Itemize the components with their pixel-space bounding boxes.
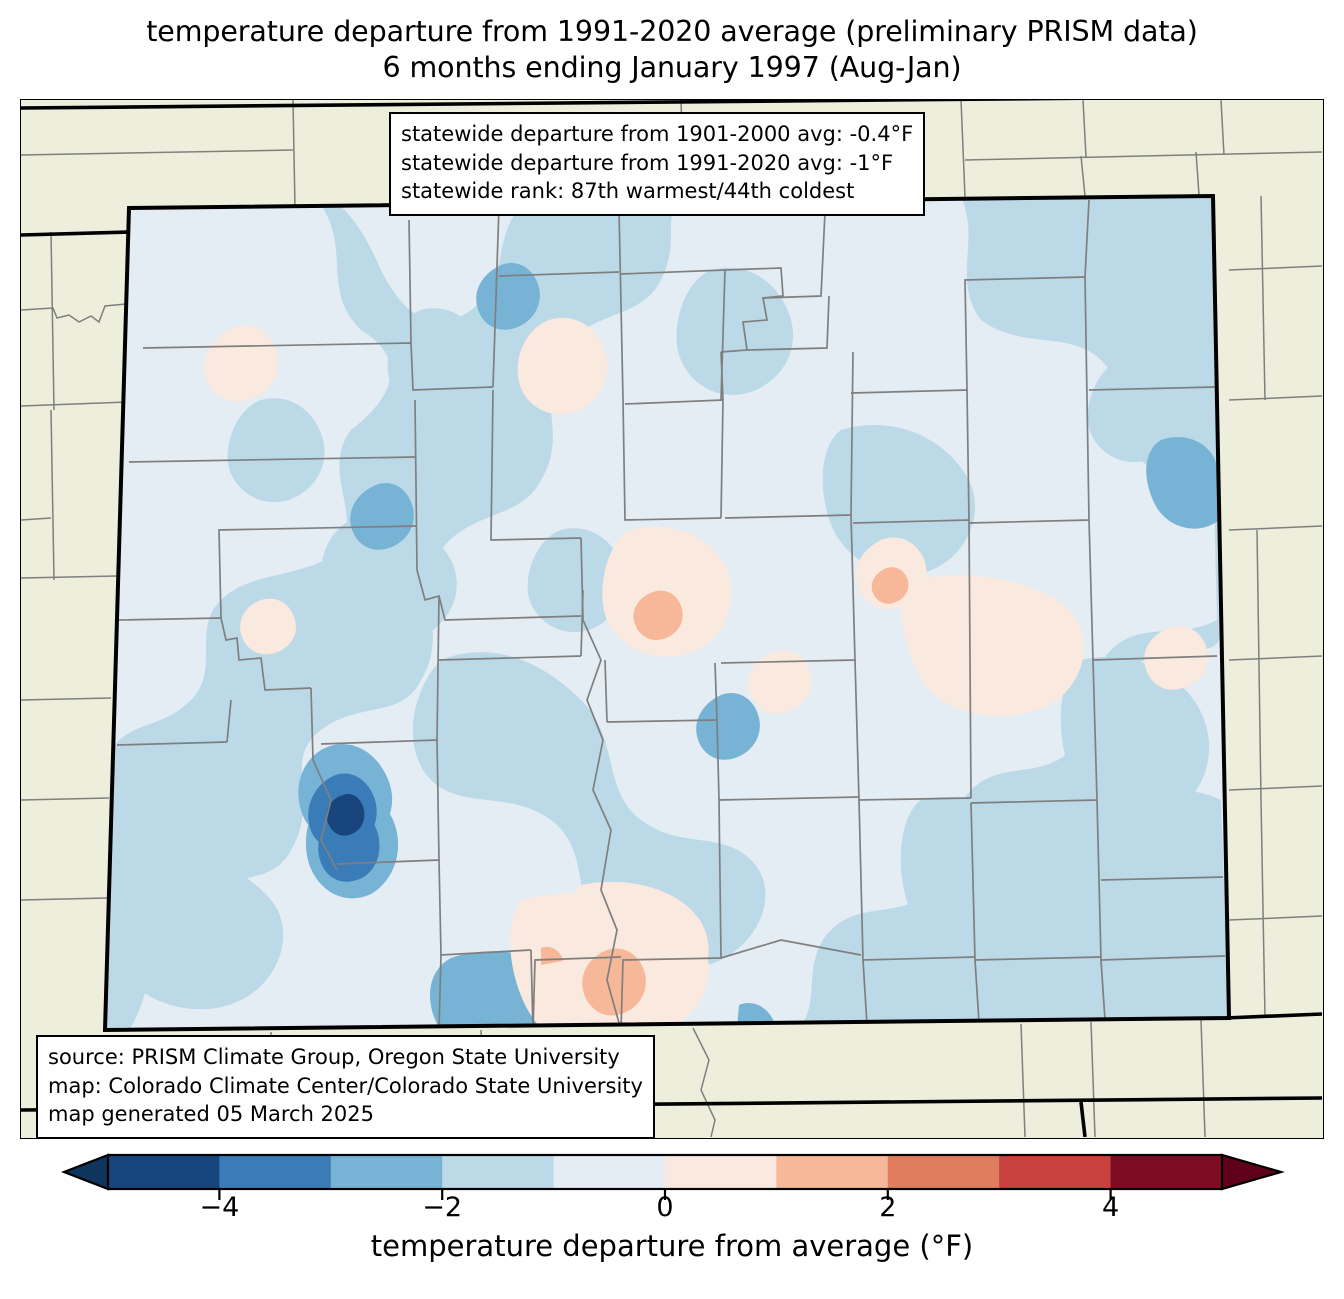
colorbar-band-9 [1110, 1155, 1223, 1189]
colorbar-band-group [60, 1153, 1285, 1191]
colorbar-tick-label-0: −4 [199, 1192, 240, 1223]
colorado-temperature-departure-map [21, 100, 1322, 1137]
colorbar: −4 −2 0 2 4 temperature departure from avera… [0, 1144, 1344, 1299]
colorbar-band-4 [553, 1155, 666, 1189]
page-title: temperature departure from 1991-2020 ave… [0, 14, 1344, 87]
colorbar-band-3 [442, 1155, 555, 1189]
source-credit-box: source: PRISM Climate Group, Oregon Stat… [36, 1035, 655, 1138]
band--2-to--1 [105, 196, 1229, 1030]
stats-line-1: statewide departure from 1901-2000 avg: … [401, 122, 914, 146]
colorbar-band-1 [219, 1155, 332, 1189]
stats-line-3: statewide rank: 87th warmest/44th coldes… [401, 179, 855, 204]
colorado-county-lines [116, 199, 1226, 1030]
colorbar-swatches [60, 1153, 1285, 1200]
colorbar-tick-group [218, 1189, 1112, 1200]
stats-line-2: statewide departure from 1991-2020 avg: … [401, 150, 894, 175]
colorbar-axis-label: temperature departure from average (°F) [370, 1229, 974, 1263]
colorbar-tick-label-1: −2 [422, 1192, 463, 1223]
band--5-to--4 [326, 793, 365, 836]
source-line-3: map generated 05 March 2025 [48, 1102, 375, 1127]
colorbar-tick-label-3: 2 [879, 1192, 897, 1223]
departure-contour-fill [105, 196, 1229, 1030]
title-line-2: 6 months ending January 1997 (Aug-Jan) [382, 51, 962, 85]
statewide-stats-box: statewide departure from 1901-2000 avg: … [389, 112, 926, 216]
colorbar-band-8 [999, 1155, 1112, 1189]
colorbar-band-7 [887, 1155, 1000, 1189]
colorbar-band-0 [108, 1155, 220, 1189]
colorbar-tick-label-2: 0 [656, 1192, 674, 1223]
title-line-1: temperature departure from 1991-2020 ave… [146, 15, 1198, 48]
colorbar-extend-max-arrow [1220, 1153, 1285, 1191]
colorbar-band-5 [665, 1155, 777, 1189]
colorbar-band-2 [330, 1155, 443, 1189]
band-1-to-2 [541, 567, 909, 1016]
map-panel: statewide departure from 1901-2000 avg: … [20, 99, 1324, 1139]
source-line-2: map: Colorado Climate Center/Colorado St… [48, 1073, 643, 1098]
colorbar-extend-min-arrow [60, 1153, 110, 1191]
band-0-to-1 [204, 317, 1208, 1028]
colorbar-tick-label-4: 4 [1102, 1192, 1120, 1223]
colorbar-band-6 [776, 1155, 889, 1189]
source-line-1: source: PRISM Climate Group, Oregon Stat… [48, 1045, 620, 1069]
